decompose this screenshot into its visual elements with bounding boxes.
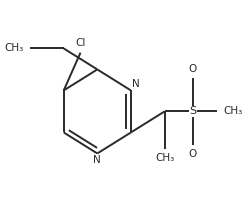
Text: O: O — [189, 64, 197, 74]
Text: CH₃: CH₃ — [4, 43, 24, 53]
Text: CH₃: CH₃ — [223, 106, 243, 116]
Text: N: N — [132, 79, 140, 89]
Text: CH₃: CH₃ — [155, 153, 174, 163]
Text: Cl: Cl — [75, 38, 86, 48]
Text: S: S — [189, 106, 196, 116]
Text: O: O — [189, 149, 197, 159]
Text: N: N — [93, 154, 101, 164]
